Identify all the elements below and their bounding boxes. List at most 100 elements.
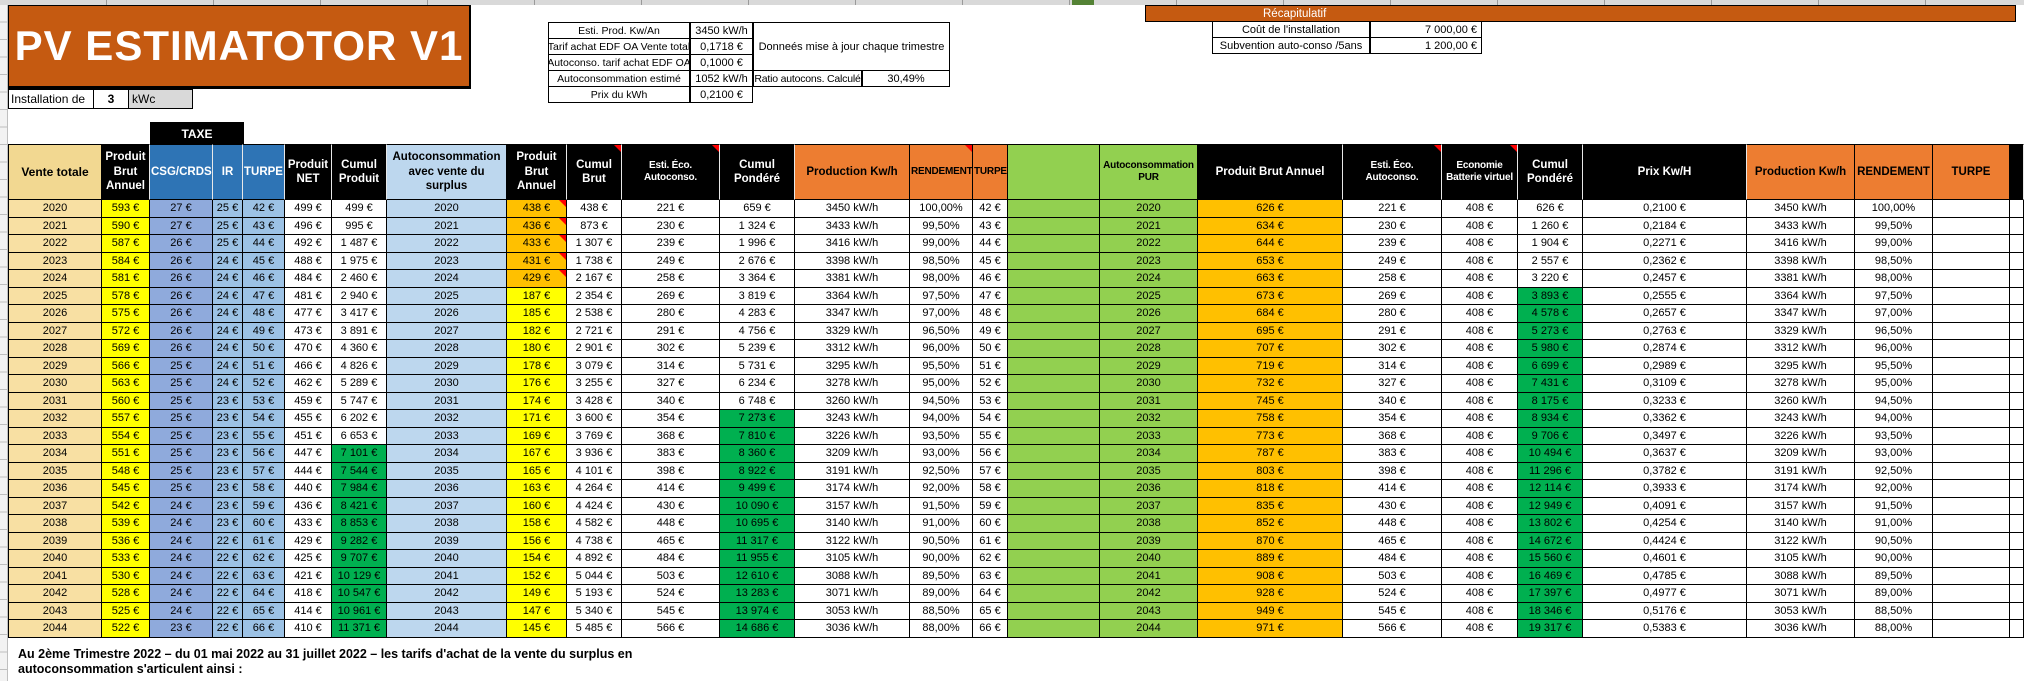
cell-cumul[interactable]: 1 975 € [332,252,387,270]
cell-cp2[interactable]: 7 431 € [1518,375,1583,393]
cell-bat[interactable]: 408 € [1442,445,1518,463]
cell-cp1[interactable]: 9 499 € [720,480,795,498]
cell-year3[interactable]: 2042 [1100,585,1198,603]
cell-turpe2[interactable]: 51 € [973,357,1008,375]
cell-bat[interactable]: 408 € [1442,252,1518,270]
cell-pb2[interactable]: 156 € [507,532,567,550]
cell-net[interactable]: 484 € [285,270,332,288]
cell-bat[interactable]: 408 € [1442,200,1518,218]
cell-prod1[interactable]: 3260 kW/h [795,392,910,410]
cell-prod2[interactable]: 3278 kW/h [1747,375,1855,393]
cell-csg[interactable]: 26 € [150,270,213,288]
cell-year2[interactable]: 2039 [387,532,507,550]
cell-rend1[interactable]: 88,50% [910,602,973,620]
cell-pb3[interactable]: 818 € [1198,480,1343,498]
cell-net[interactable]: 459 € [285,392,332,410]
cell-ir[interactable]: 25 € [213,235,243,253]
cell-spacer[interactable] [1008,357,1100,375]
cell-turpe3[interactable] [1933,497,2010,515]
cell-cp1[interactable]: 12 610 € [720,567,795,585]
cell-eco2[interactable]: 291 € [1343,322,1442,340]
cell-cumul[interactable]: 10 547 € [332,585,387,603]
cell-pb3[interactable]: 673 € [1198,287,1343,305]
cell-ir[interactable]: 23 € [213,515,243,533]
cell-ir[interactable]: 22 € [213,532,243,550]
cell-cp2[interactable]: 1 904 € [1518,235,1583,253]
cell-rend2[interactable]: 91,00% [1855,515,1933,533]
cell-eco1[interactable]: 327 € [622,375,720,393]
cell-cb[interactable]: 5 193 € [567,585,622,603]
col-header-rend1[interactable]: RENDEMENT [910,144,973,200]
cell-bat[interactable]: 408 € [1442,340,1518,358]
cell-cut[interactable] [2010,567,2024,585]
cell-cp2[interactable]: 1 260 € [1518,217,1583,235]
cell-year[interactable]: 2033 [8,427,102,445]
cell-cp2[interactable]: 3 220 € [1518,270,1583,288]
cell-pb2[interactable]: 147 € [507,602,567,620]
cell-cp2[interactable]: 5 980 € [1518,340,1583,358]
cell-eco1[interactable]: 368 € [622,427,720,445]
cell-year3[interactable]: 2040 [1100,550,1198,568]
cell-cp1[interactable]: 1 996 € [720,235,795,253]
cell-ir[interactable]: 23 € [213,445,243,463]
cell-cp2[interactable]: 8 934 € [1518,410,1583,428]
cell-net[interactable]: 466 € [285,357,332,375]
cell-turpe3[interactable] [1933,462,2010,480]
cell-cb[interactable]: 4 892 € [567,550,622,568]
cell-pb1[interactable]: 557 € [102,410,150,428]
cell-bat[interactable]: 408 € [1442,532,1518,550]
cell-year[interactable]: 2025 [8,287,102,305]
cell-bat[interactable]: 408 € [1442,357,1518,375]
cell-net[interactable]: 447 € [285,445,332,463]
cell-pb2[interactable]: 433 € [507,235,567,253]
cell-turpe1[interactable]: 60 € [243,515,285,533]
cell-prix[interactable]: 0,4254 € [1583,515,1747,533]
cell-rend1[interactable]: 92,50% [910,462,973,480]
cell-cb[interactable]: 3 769 € [567,427,622,445]
cell-prod1[interactable]: 3278 kW/h [795,375,910,393]
cell-year2[interactable]: 2033 [387,427,507,445]
cell-pb1[interactable]: 530 € [102,567,150,585]
cell-cumul[interactable]: 11 371 € [332,620,387,638]
cell-ir[interactable]: 22 € [213,585,243,603]
cell-ir[interactable]: 23 € [213,462,243,480]
cell-year2[interactable]: 2036 [387,480,507,498]
cell-year[interactable]: 2029 [8,357,102,375]
col-header-pb1[interactable]: Produit Brut Annuel [102,144,150,200]
cell-rend2[interactable]: 98,00% [1855,270,1933,288]
cell-year3[interactable]: 2033 [1100,427,1198,445]
cell-prod1[interactable]: 3312 kW/h [795,340,910,358]
cell-eco1[interactable]: 258 € [622,270,720,288]
cell-cp1[interactable]: 10 695 € [720,515,795,533]
cell-eco2[interactable]: 221 € [1343,200,1442,218]
cell-turpe2[interactable]: 62 € [973,550,1008,568]
cell-rend1[interactable]: 96,50% [910,322,973,340]
cell-ir[interactable]: 24 € [213,357,243,375]
cell-cp1[interactable]: 5 239 € [720,340,795,358]
cell-year2[interactable]: 2030 [387,375,507,393]
col-header-ir[interactable]: IR [213,144,243,200]
col-header-year2[interactable]: Autoconsommation avec vente du surplus [387,144,507,200]
cell-cp1[interactable]: 659 € [720,200,795,218]
cell-cp2[interactable]: 5 273 € [1518,322,1583,340]
cell-turpe2[interactable]: 58 € [973,480,1008,498]
cell-prod2[interactable]: 3157 kW/h [1747,497,1855,515]
cell-spacer[interactable] [1008,602,1100,620]
cell-pb1[interactable]: 572 € [102,322,150,340]
cell-eco2[interactable]: 448 € [1343,515,1442,533]
cell-bat[interactable]: 408 € [1442,550,1518,568]
cell-csg[interactable]: 25 € [150,392,213,410]
cell-eco1[interactable]: 414 € [622,480,720,498]
cell-pb1[interactable]: 528 € [102,585,150,603]
col-header-year3[interactable]: Autoconsommation PUR [1100,144,1198,200]
cell-spacer[interactable] [1008,217,1100,235]
cell-pb1[interactable]: 590 € [102,217,150,235]
cell-spacer[interactable] [1008,480,1100,498]
cell-pb2[interactable]: 176 € [507,375,567,393]
cell-csg[interactable]: 23 € [150,620,213,638]
cell-eco2[interactable]: 327 € [1343,375,1442,393]
cell-cumul[interactable]: 10 129 € [332,567,387,585]
cell-cp2[interactable]: 2 557 € [1518,252,1583,270]
cell-cut[interactable] [2010,392,2024,410]
cell-pb3[interactable]: 653 € [1198,252,1343,270]
